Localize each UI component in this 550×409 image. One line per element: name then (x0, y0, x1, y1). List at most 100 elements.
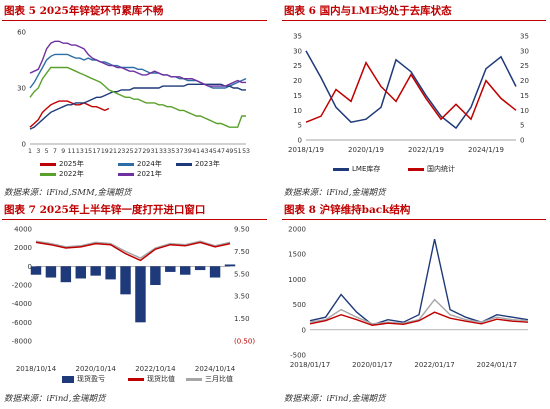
y2-tick-label: 9.50 (234, 226, 250, 234)
x-tick-label: 2022/1/19 (408, 146, 444, 154)
chart-7-title-rule (2, 219, 267, 220)
chart-7-source: 数据来源：iFind,金瑞期货 (4, 394, 106, 404)
y2-tick-label: 35 (520, 33, 529, 41)
bar (75, 266, 86, 279)
chart-8-title-rule (282, 219, 546, 220)
legend-item: 2021年 (118, 169, 162, 179)
x-tick-label: 13 (76, 148, 84, 155)
x-tick-label: 47 (217, 148, 225, 155)
x-tick-label: 3 (36, 148, 40, 155)
x-tick-label: 35 (167, 148, 175, 155)
legend-swatch (118, 172, 134, 176)
y-tick-label: -6000 (12, 319, 32, 327)
x-tick-label: 2024/10/14 (195, 365, 236, 373)
legend-item: 2024年 (118, 159, 162, 169)
chart-5-title-rule (2, 20, 267, 21)
x-tick-label: 2020/1/19 (348, 146, 384, 154)
legend-label: 2022年 (59, 170, 84, 178)
legend-swatch (128, 377, 144, 381)
y-tick-label: -500 (290, 352, 306, 360)
x-tick-label: 2018/01/17 (290, 361, 330, 369)
series-line (29, 66, 246, 128)
y-tick-label: 2000 (14, 244, 32, 252)
chart-6-source: 数据来源：iFind,金瑞期货 (284, 188, 386, 198)
legend-item: LME库存 (333, 164, 380, 174)
x-tick-label: 19 (101, 148, 109, 155)
x-tick-label: 15 (84, 148, 92, 155)
series-line (35, 241, 231, 262)
y-tick-label: 25 (293, 62, 302, 70)
legend-item: 三月比值 (186, 374, 233, 384)
legend-label: 2021年 (137, 170, 162, 178)
series-line (305, 61, 517, 123)
x-tick-label: 21 (109, 148, 117, 155)
legend-swatch (40, 172, 56, 176)
x-tick-label: 33 (159, 148, 167, 155)
series-line (309, 298, 529, 325)
bar (45, 266, 57, 278)
legend-label: 现货盈亏 (77, 375, 105, 383)
y-tick-label: 35 (293, 33, 302, 41)
legend-item: 国内统计 (408, 164, 455, 174)
legend-label: 2025年 (59, 160, 84, 168)
x-tick-label: 11 (68, 148, 76, 155)
legend-swatch (62, 375, 74, 383)
legend-item: 2025年 (40, 159, 84, 169)
legend-swatch (40, 162, 56, 166)
bar (224, 264, 236, 267)
series-line (29, 40, 246, 87)
y-tick-label: 60 (17, 29, 26, 37)
x-tick-label: 37 (176, 148, 184, 155)
legend-label: 国内统计 (427, 165, 455, 173)
bar (90, 266, 101, 276)
chart-8-title: 图表 8 沪锌维持back结构 (284, 204, 411, 216)
chart-7-title: 图表 7 2025年上半年锌一度打开进口窗口 (4, 204, 206, 216)
legend-swatch (408, 167, 424, 171)
y2-tick-label: 0 (520, 137, 524, 145)
legend-swatch (176, 162, 192, 166)
series-line (35, 240, 231, 259)
x-tick-label: 1 (28, 148, 32, 155)
y2-tick-label: 3.50 (234, 293, 250, 301)
series-line (29, 53, 247, 89)
legend-label: 2024年 (137, 160, 162, 168)
bar (180, 266, 191, 275)
x-tick-label: 2022/01/17 (414, 361, 454, 369)
y2-tick-label: 1.50 (234, 315, 250, 323)
legend-swatch (118, 162, 134, 166)
bar (194, 266, 206, 271)
series-line (29, 100, 110, 128)
chart-5-title: 图表 5 2025年锌锭环节累库不畅 (4, 5, 164, 17)
y2-tick-label: 20 (520, 77, 529, 85)
y2-tick-label: 5 (520, 122, 524, 130)
y2-tick-label: 30 (520, 47, 529, 55)
y-tick-label: 30 (17, 85, 26, 93)
x-tick-label: 43 (201, 148, 209, 155)
y-tick-label: 10 (293, 107, 302, 115)
x-tick-label: 2024/01/17 (477, 361, 517, 369)
x-tick-label: 17 (93, 148, 101, 155)
y-tick-label: 0 (22, 141, 26, 149)
y-tick-label: 4000 (14, 226, 32, 234)
x-tick-label: 29 (142, 148, 150, 155)
chart-6-title-rule (282, 20, 546, 21)
x-tick-label: 23 (117, 148, 125, 155)
y-tick-label: -8000 (12, 338, 32, 346)
legend-label: 现货比值 (147, 375, 175, 383)
series-line (309, 311, 529, 327)
x-tick-label: 27 (134, 148, 142, 155)
x-tick-label: 2020/10/14 (76, 365, 117, 373)
y-tick-label: 0 (28, 263, 32, 271)
x-tick-label: 2024/1/19 (468, 146, 504, 154)
y-tick-label: 0 (298, 137, 302, 145)
legend-swatch (333, 167, 349, 171)
bar (120, 266, 131, 295)
y-tick-label: 1000 (288, 276, 306, 284)
x-tick-label: 7 (53, 148, 57, 155)
y-tick-label: 5 (298, 122, 302, 130)
y-tick-label: 0 (302, 326, 306, 334)
x-tick-label: 39 (184, 148, 192, 155)
x-tick-label: 2022/10/14 (135, 365, 176, 373)
y2-tick-label: (0.50) (234, 338, 255, 346)
